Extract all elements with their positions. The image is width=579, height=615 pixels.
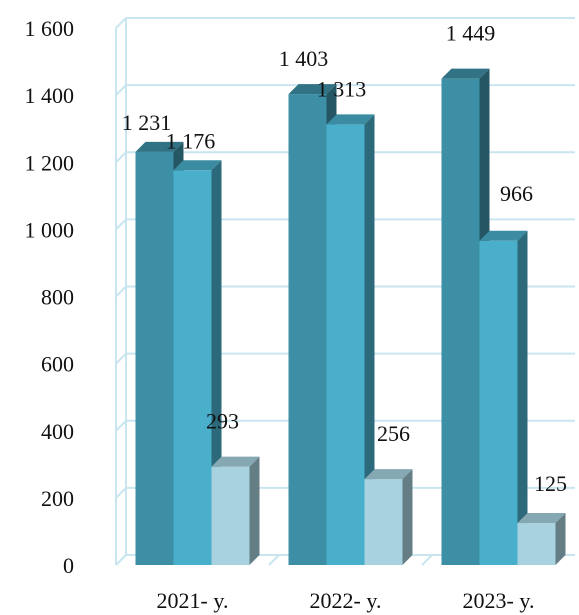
bar: [211, 466, 250, 565]
bar-top: [441, 68, 490, 79]
bar: [441, 78, 480, 565]
bar-top: [288, 84, 337, 95]
x-tick-label: 2022- y.: [310, 588, 382, 613]
bar-top: [479, 230, 528, 241]
data-label: 1 313: [317, 76, 367, 101]
y-tick-label: 1 000: [25, 217, 75, 242]
data-label: 1 176: [166, 128, 216, 153]
y-tick-label: 1 400: [25, 83, 75, 108]
gridline-diagonal: [115, 352, 127, 365]
y-tick-label: 200: [41, 486, 74, 511]
y-tick-label: 1 600: [25, 16, 75, 41]
data-label: 966: [500, 181, 533, 206]
data-label: 256: [377, 421, 410, 446]
x-tick-label: 2021- y.: [157, 588, 229, 613]
bar-side: [402, 469, 413, 565]
bar: [135, 151, 174, 565]
gridline-diagonal: [115, 218, 127, 231]
gridline-diagonal: [115, 420, 127, 432]
bar: [326, 124, 365, 565]
category-separator: [421, 554, 433, 566]
bar-side: [555, 513, 566, 565]
data-label: 1 231: [122, 110, 172, 135]
bar: [173, 170, 212, 565]
category-separator: [268, 554, 280, 566]
gridline-diagonal: [115, 84, 127, 96]
data-label: 1 403: [279, 46, 329, 71]
bar: [288, 94, 327, 565]
data-label: 1 449: [446, 21, 496, 46]
gridline-diagonal: [115, 17, 127, 29]
y-tick-label: 400: [41, 419, 74, 444]
bars: [135, 68, 566, 565]
y-tick-label: 800: [41, 285, 74, 310]
bar-side: [517, 230, 528, 565]
bar-side: [364, 114, 375, 565]
bar-top: [135, 141, 184, 152]
bar-top: [211, 456, 260, 467]
bar-top: [364, 469, 413, 480]
y-tick-label: 1 200: [25, 150, 75, 175]
gridline-diagonal: [115, 487, 127, 499]
y-tick-label: 600: [41, 352, 74, 377]
y-tick-label: 0: [63, 553, 74, 578]
bar-top: [517, 513, 566, 524]
bar: [479, 240, 518, 565]
gridline-diagonal: [115, 554, 127, 566]
bar-top: [326, 114, 375, 125]
data-label: 125: [534, 471, 567, 496]
bar-top: [173, 160, 222, 171]
bar: [517, 523, 556, 565]
gridline-diagonal: [115, 151, 127, 163]
data-label: 293: [206, 409, 239, 434]
bar-side: [249, 456, 260, 565]
x-tick-label: 2023- y.: [463, 588, 535, 613]
gridline-diagonal: [115, 285, 127, 298]
bar: [364, 479, 403, 565]
